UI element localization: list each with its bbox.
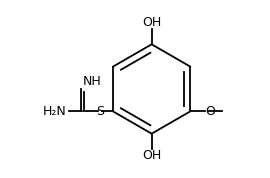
Text: OH: OH xyxy=(142,150,161,163)
Text: S: S xyxy=(96,105,104,118)
Text: H₂N: H₂N xyxy=(43,105,66,118)
Text: OH: OH xyxy=(142,15,161,28)
Text: O: O xyxy=(205,105,215,118)
Text: NH: NH xyxy=(82,75,101,88)
